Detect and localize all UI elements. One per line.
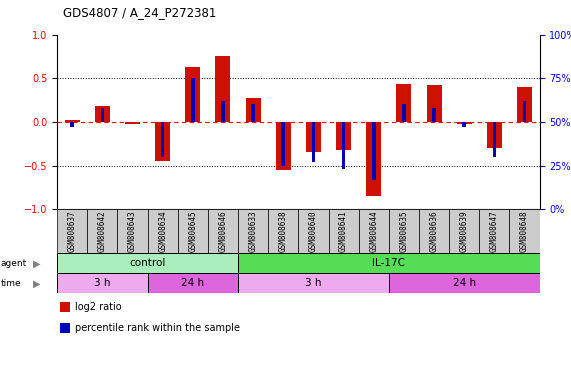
- Bar: [87, 209, 118, 253]
- Text: 3 h: 3 h: [94, 278, 111, 288]
- Bar: [221, 101, 225, 122]
- Text: GSM808641: GSM808641: [339, 210, 348, 252]
- Bar: [396, 84, 412, 122]
- Bar: [449, 209, 479, 253]
- Text: GSM808638: GSM808638: [279, 210, 288, 252]
- Text: log2 ratio: log2 ratio: [75, 302, 122, 312]
- Text: ▶: ▶: [33, 278, 41, 288]
- Bar: [487, 122, 502, 148]
- Bar: [359, 209, 389, 253]
- Bar: [372, 122, 376, 180]
- Text: GSM808637: GSM808637: [68, 210, 77, 252]
- Bar: [57, 209, 87, 253]
- Text: time: time: [1, 279, 21, 288]
- Bar: [65, 120, 80, 122]
- Text: GSM808643: GSM808643: [128, 210, 137, 252]
- Bar: [306, 122, 321, 152]
- Text: 24 h: 24 h: [181, 278, 204, 288]
- Text: GSM808644: GSM808644: [369, 210, 378, 252]
- Bar: [59, 302, 70, 313]
- Bar: [366, 122, 381, 196]
- Text: percentile rank within the sample: percentile rank within the sample: [75, 323, 240, 333]
- Bar: [215, 56, 231, 122]
- Text: GSM808636: GSM808636: [429, 210, 439, 252]
- Bar: [208, 209, 238, 253]
- Bar: [312, 122, 315, 162]
- Text: 3 h: 3 h: [305, 278, 321, 288]
- Text: GSM808639: GSM808639: [460, 210, 469, 252]
- Text: control: control: [130, 258, 166, 268]
- Text: GSM808633: GSM808633: [248, 210, 258, 252]
- Bar: [57, 273, 147, 293]
- Bar: [336, 122, 351, 150]
- Bar: [299, 209, 328, 253]
- Bar: [402, 104, 406, 122]
- Text: GSM808642: GSM808642: [98, 210, 107, 252]
- Bar: [70, 122, 74, 127]
- Bar: [238, 253, 540, 273]
- Bar: [118, 209, 147, 253]
- Bar: [276, 122, 291, 170]
- Bar: [238, 273, 389, 293]
- Bar: [493, 122, 496, 157]
- Bar: [57, 253, 238, 273]
- Bar: [100, 108, 104, 122]
- Text: GSM808634: GSM808634: [158, 210, 167, 252]
- Bar: [457, 122, 472, 124]
- Text: GSM808645: GSM808645: [188, 210, 198, 252]
- Text: 24 h: 24 h: [453, 278, 476, 288]
- Bar: [389, 273, 540, 293]
- Bar: [522, 101, 526, 122]
- Bar: [161, 122, 164, 157]
- Bar: [155, 122, 170, 161]
- Text: GSM808647: GSM808647: [490, 210, 499, 252]
- Bar: [432, 108, 436, 122]
- Bar: [509, 209, 540, 253]
- Text: IL-17C: IL-17C: [372, 258, 405, 268]
- Bar: [342, 122, 345, 169]
- Bar: [147, 273, 238, 293]
- Text: GSM808646: GSM808646: [219, 210, 227, 252]
- Bar: [328, 209, 359, 253]
- Text: agent: agent: [1, 259, 27, 268]
- Bar: [463, 122, 466, 127]
- Bar: [238, 209, 268, 253]
- Bar: [479, 209, 509, 253]
- Text: ▶: ▶: [33, 258, 41, 268]
- Text: GSM808640: GSM808640: [309, 210, 318, 252]
- Bar: [95, 106, 110, 122]
- Bar: [419, 209, 449, 253]
- Bar: [389, 209, 419, 253]
- Bar: [282, 122, 285, 166]
- Bar: [125, 122, 140, 124]
- Text: GSM808648: GSM808648: [520, 210, 529, 252]
- Text: GSM808635: GSM808635: [399, 210, 408, 252]
- Bar: [178, 209, 208, 253]
- Bar: [59, 323, 70, 333]
- Text: GDS4807 / A_24_P272381: GDS4807 / A_24_P272381: [63, 6, 216, 19]
- Bar: [251, 104, 255, 122]
- Bar: [147, 209, 178, 253]
- Bar: [268, 209, 299, 253]
- Bar: [517, 87, 532, 122]
- Bar: [185, 67, 200, 122]
- Bar: [427, 85, 441, 122]
- Bar: [246, 98, 260, 122]
- Bar: [191, 78, 195, 122]
